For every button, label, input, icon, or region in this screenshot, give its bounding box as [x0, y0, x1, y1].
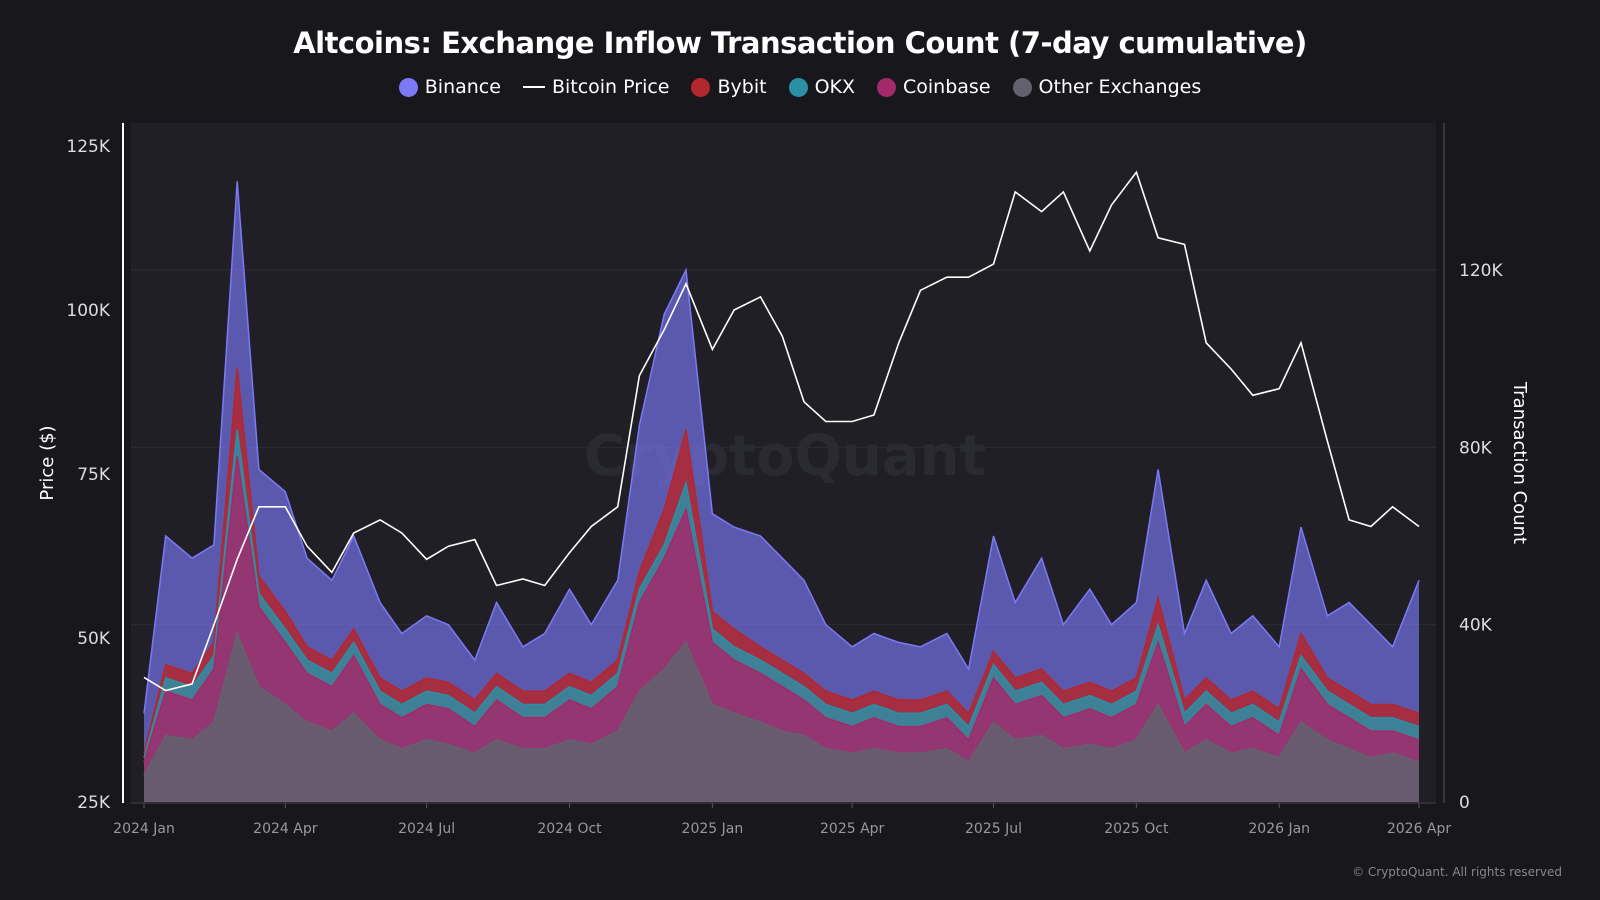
- legend-item-bybit[interactable]: Bybit: [691, 76, 767, 98]
- legend-label: Bybit: [717, 76, 767, 98]
- legend-item-binance[interactable]: Binance: [398, 76, 501, 98]
- copyright: © CryptoQuant. All rights reserved: [1352, 865, 1562, 879]
- x-tick-label: 2025 Jul: [965, 821, 1022, 837]
- area-okx: [144, 429, 1419, 802]
- legend-label: Bitcoin Price: [551, 76, 670, 98]
- right-tick-label: 80K: [1459, 438, 1493, 458]
- legend-item-other-exchanges[interactable]: Other Exchanges: [1012, 76, 1202, 98]
- area-binance: [144, 181, 1419, 803]
- right-tick-label: 0: [1459, 793, 1470, 813]
- legend-dot-marker: [788, 77, 808, 97]
- area-bybit: [144, 367, 1419, 802]
- x-tick-label: 2025 Oct: [1104, 821, 1169, 837]
- area-other-exchanges: [144, 633, 1419, 802]
- legend-dot-marker: [1012, 77, 1032, 97]
- chart-title: Altcoins: Exchange Inflow Transaction Co…: [293, 26, 1307, 60]
- legend-label: OKX: [814, 76, 855, 98]
- area-edge-binance: [143, 181, 1420, 714]
- right-axis-label: Transaction Count: [1509, 381, 1530, 544]
- left-axis-label: Price ($): [37, 425, 58, 500]
- legend-line-marker: [522, 86, 545, 88]
- left-tick-label: 75K: [77, 465, 111, 485]
- left-tick-label: 25K: [77, 793, 111, 813]
- area-edge-bybit: [143, 367, 1420, 754]
- legend-dot-marker: [877, 77, 896, 97]
- x-tick-label: 2026 Jan: [1248, 821, 1310, 837]
- legend-item-okx[interactable]: OKX: [788, 76, 855, 98]
- x-tick-label: 2025 Apr: [820, 821, 885, 837]
- legend-item-bitcoin-price[interactable]: Bitcoin Price: [522, 76, 670, 98]
- area-edge-coinbase: [143, 456, 1420, 763]
- area-edge-other-exchanges: [143, 631, 1420, 776]
- left-tick-label: 50K: [77, 629, 111, 649]
- legend-dot-marker: [398, 77, 418, 97]
- x-tick-label: 2024 Oct: [537, 821, 602, 837]
- legend-label: Other Exchanges: [1038, 76, 1202, 98]
- right-tick-label: 40K: [1459, 616, 1493, 636]
- left-tick-label: 100K: [66, 301, 110, 321]
- left-tick-label: 125K: [66, 137, 110, 157]
- legend-label: Binance: [424, 76, 501, 98]
- x-tick-label: 2024 Jul: [398, 821, 455, 837]
- area-coinbase: [144, 456, 1419, 802]
- legend-label: Coinbase: [903, 76, 991, 98]
- legend: Binance Bitcoin Price Bybit OKX Coinbase Othe…: [0, 76, 1600, 98]
- x-tick-label: 2024 Jan: [113, 821, 175, 837]
- right-tick-label: 120K: [1459, 261, 1503, 281]
- legend-dot-marker: [691, 77, 711, 97]
- x-tick-label: 2026 Apr: [1387, 821, 1452, 837]
- bitcoin-price-line: [143, 170, 1420, 692]
- x-tick-label: 2025 Jan: [682, 821, 744, 837]
- x-tick-label: 2024 Apr: [253, 821, 318, 837]
- legend-item-coinbase[interactable]: Coinbase: [877, 76, 991, 98]
- area-edge-okx: [143, 429, 1420, 758]
